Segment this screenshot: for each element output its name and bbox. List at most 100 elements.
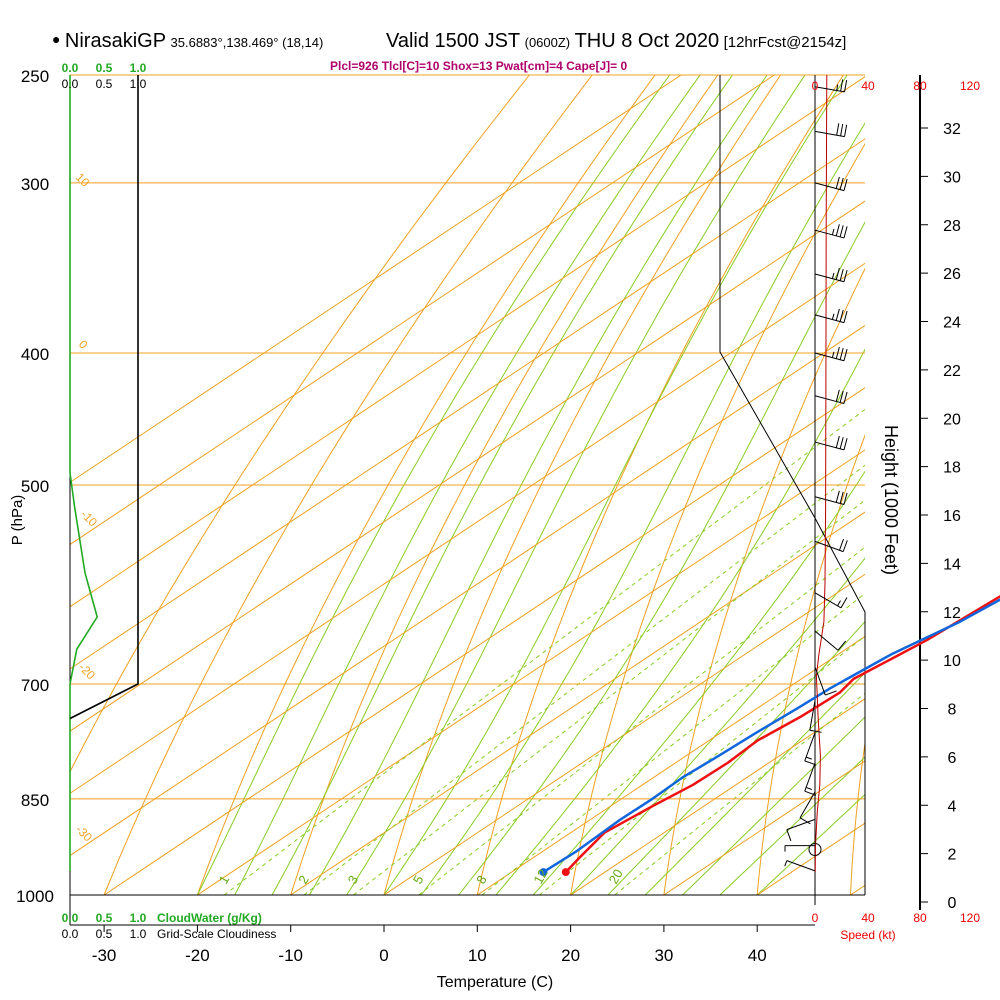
barb-flag: [835, 346, 840, 359]
barb-flag: [835, 267, 840, 280]
barb-flag: [843, 438, 848, 450]
pressure-tick-label: 400: [21, 345, 49, 364]
barb-flag: [839, 390, 844, 403]
cloudiness-scale-label: 0.5: [96, 77, 113, 91]
barb-staff: [786, 860, 816, 872]
height-tick-label: 4: [948, 798, 957, 815]
barb-flag: [843, 270, 848, 282]
cloudwater-bottom-label: 1.0: [130, 911, 147, 925]
barb-staff: [814, 666, 826, 696]
height-tick-label: 24: [943, 315, 961, 332]
wind-barbs: [784, 79, 848, 872]
height-tick-label: 10: [943, 653, 961, 670]
barb-flag: [840, 79, 844, 92]
dry-adiabat-line: [570, 142, 865, 895]
height-tick-label: 22: [943, 363, 961, 380]
surface-dewpoint-dot: [539, 868, 548, 877]
axes-labels: -100102030100-10-20-30123581220024681012…: [9, 61, 980, 991]
pressure-tick-label: 250: [21, 67, 49, 86]
moist-adiabat-line: [196, 75, 671, 895]
profile-lines: [69, 74, 1000, 877]
speed-axis-label: Speed (kt): [840, 928, 895, 942]
dry-adiabat-label: 0: [76, 337, 91, 352]
barb-staff: [814, 273, 845, 283]
moist-adiabat-line: [308, 75, 768, 895]
height-tick-label: 30: [943, 169, 961, 186]
moist-adiabat-line: [532, 470, 865, 895]
header-valid: Valid 1500 JST (0600Z) THU 8 Oct 2020 [1…: [386, 30, 846, 53]
cloudwater-scale-label: 0.0: [62, 61, 79, 75]
speed-scale-bottom-label: 80: [913, 911, 927, 925]
moist-adiabat-line: [271, 75, 733, 895]
mixing-ratio-label: 2: [295, 873, 312, 887]
temp-tick-label: 30: [654, 946, 673, 965]
barb-half-flag: [831, 272, 835, 279]
mixing-ratio-line: [614, 692, 865, 895]
barb-flag: [843, 178, 848, 191]
temp-tick-label: -30: [92, 946, 117, 965]
dry-adiabats: [70, 75, 865, 895]
dry-adiabat-line: [756, 433, 865, 895]
pressure-axis-label: P (hPa): [9, 495, 26, 546]
barb-staff: [804, 732, 816, 762]
cloudwater-line: [69, 75, 98, 871]
barb-flag: [835, 308, 840, 321]
plot-frame: [69, 75, 921, 926]
barb-flag: [844, 80, 848, 93]
forecast-info: [12hrFcst@2154z]: [723, 34, 847, 51]
height-tick-label: 18: [943, 460, 961, 477]
height-tick-label: 6: [948, 750, 957, 767]
wind-barb: [814, 630, 847, 651]
temp-axis-label: Temperature (C): [437, 974, 553, 991]
wind-barb: [784, 860, 816, 872]
barb-flag: [839, 491, 844, 504]
barb-flag: [839, 177, 844, 190]
barb-staff: [814, 395, 845, 405]
pressure-tick-label: 1000: [16, 887, 54, 906]
speed-scale-top-label: 80: [913, 79, 927, 93]
barb-flag: [843, 310, 848, 323]
barb-flag: [836, 123, 840, 136]
wind-barb: [814, 436, 848, 451]
isotherm-line: [944, 75, 1000, 895]
wind-barb: [814, 79, 848, 93]
speed-scale-top-label: 120: [960, 79, 980, 93]
barb-staff: [786, 818, 816, 831]
wind-barb: [814, 490, 848, 505]
barb-flag: [840, 123, 844, 136]
barb-flag: [835, 224, 840, 237]
barb-half-flag: [831, 313, 835, 320]
moist-adiabat-line: [756, 793, 865, 895]
barb-flag: [843, 226, 848, 239]
surface-temperature-dot: [561, 868, 570, 877]
barb-half-flag: [836, 84, 839, 91]
isotherm-line: [477, 635, 865, 895]
sounding-parameters: Plcl=926 Tlcl[C]=10 Shox=13 Pwat[cm]=4 C…: [330, 59, 628, 73]
barb-staff: [809, 700, 816, 731]
barb-flag: [809, 729, 822, 733]
barb-staff: [814, 540, 844, 553]
wind-barb: [814, 666, 837, 696]
isobars: [70, 74, 865, 896]
station-name: NirasakiGP: [64, 30, 167, 52]
windspeed-line: [814, 74, 828, 873]
temp-tick-label: -20: [185, 946, 210, 965]
mixing-ratio-label: 20: [606, 867, 626, 887]
barb-flag: [842, 540, 848, 552]
speed-scale-top-label: 0: [812, 79, 819, 93]
moist-adiabat-line: [719, 756, 865, 895]
cloudiness-bottom-label: 0.5: [96, 927, 113, 941]
barb-staff: [814, 496, 845, 505]
barb-flag: [835, 436, 840, 448]
dry-adiabat-line: [476, 75, 844, 895]
barb-flag: [840, 597, 848, 609]
isotherm-line: [290, 511, 865, 895]
pressure-tick-label: 500: [21, 477, 49, 496]
barb-flag: [844, 124, 848, 137]
barb-flag: [839, 348, 844, 360]
wind-barb: [814, 123, 848, 138]
barb-staff: [814, 314, 845, 324]
cloudwater-bottom-label: 0.5: [96, 911, 113, 925]
dry-adiabat-label: 10: [73, 170, 93, 190]
barb-flag: [839, 269, 844, 281]
